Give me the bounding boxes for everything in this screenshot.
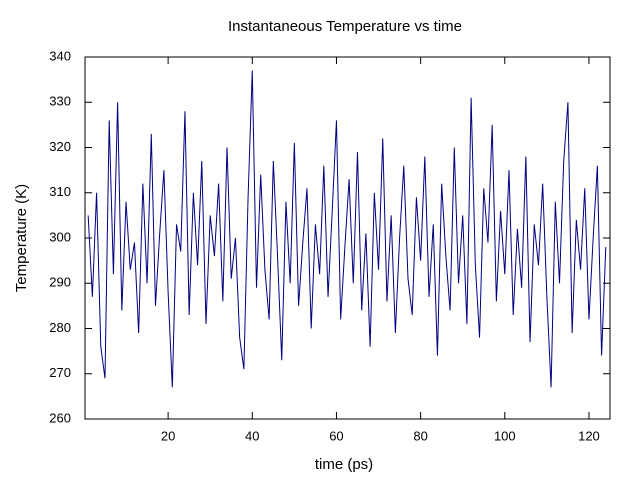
x-tick-label: 40 xyxy=(245,428,259,443)
x-axis-label: time (ps) xyxy=(315,456,373,473)
y-tick-label: 300 xyxy=(49,229,71,244)
y-tick-label: 290 xyxy=(49,275,71,290)
y-axis-label: Temperature (K) xyxy=(13,184,30,292)
y-tick-label: 330 xyxy=(49,94,71,109)
y-tick-label: 270 xyxy=(49,365,71,380)
y-tick-label: 280 xyxy=(49,320,71,335)
y-tick-label: 340 xyxy=(49,48,71,63)
x-tick-label: 20 xyxy=(161,428,175,443)
x-tick-label: 120 xyxy=(578,428,600,443)
data-line xyxy=(87,70,607,388)
y-tick-label: 260 xyxy=(49,410,71,425)
y-tick-label: 310 xyxy=(49,184,71,199)
x-tick-label: 80 xyxy=(413,428,427,443)
y-tick-label: 320 xyxy=(49,139,71,154)
chart-title: Instantaneous Temperature vs time xyxy=(228,18,462,35)
x-tick-label: 100 xyxy=(494,428,516,443)
x-tick-label: 60 xyxy=(329,428,343,443)
